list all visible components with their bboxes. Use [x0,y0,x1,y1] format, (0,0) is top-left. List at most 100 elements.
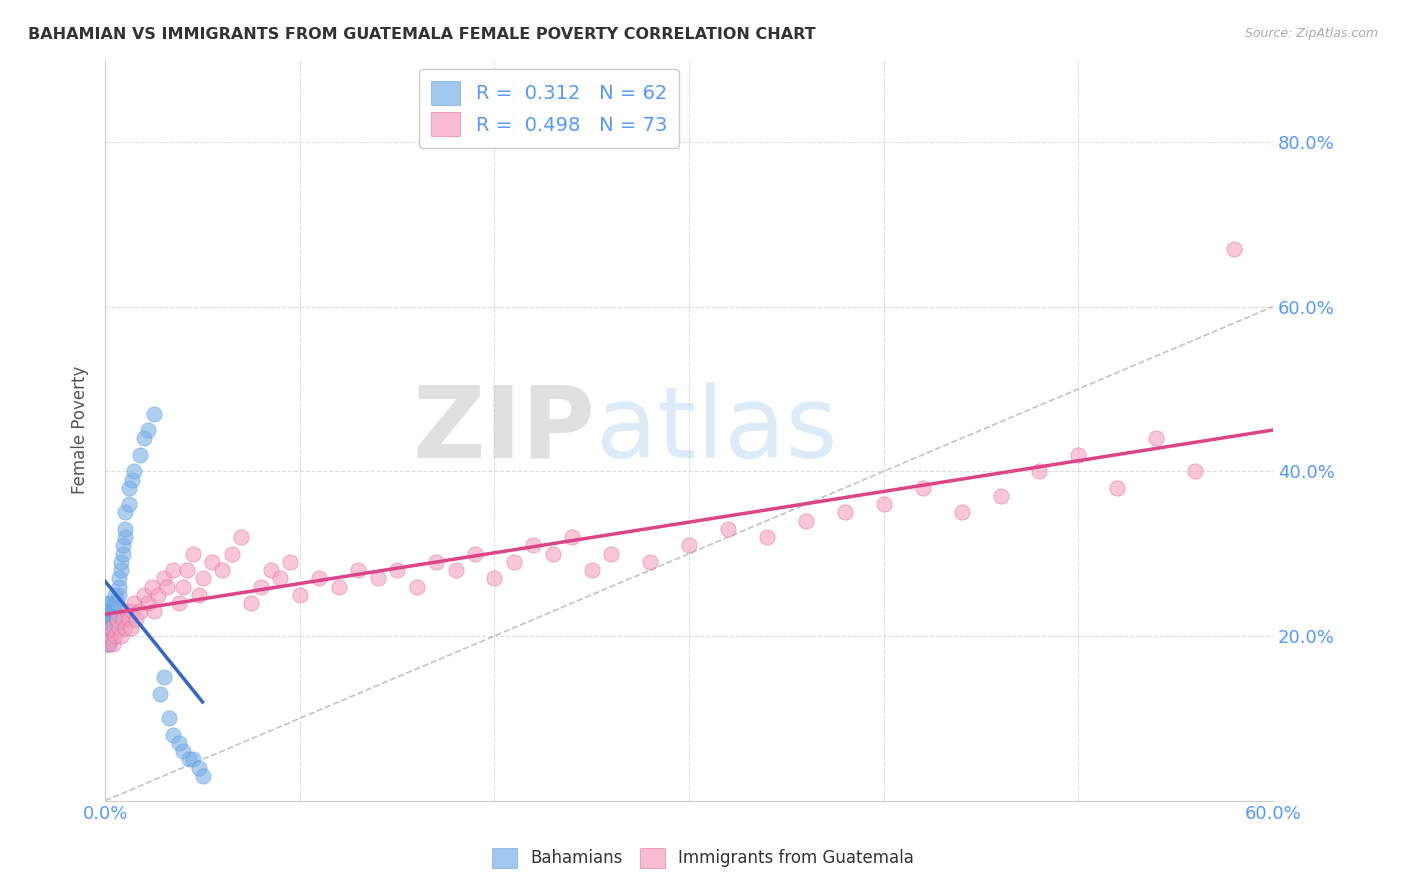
Point [1067,448,1090,462]
Point [308,571,330,585]
Point [129,448,152,462]
Point [108,571,131,585]
Point [110,629,132,643]
Point [101,612,124,626]
Point [191,571,214,585]
Text: atlas: atlas [596,382,838,479]
Point [950,505,973,519]
Point [136,596,159,610]
Point [104,612,127,626]
Point [129,604,152,618]
Point [367,571,389,585]
Point [98,629,121,643]
Point [98,637,121,651]
Point [167,596,190,610]
Point [98,621,121,635]
Point [96,596,118,610]
Point [181,752,204,766]
Point [503,555,526,569]
Point [114,522,136,536]
Point [105,604,128,618]
Point [834,505,856,519]
Point [117,497,139,511]
Point [172,744,194,758]
Point [187,761,209,775]
Point [105,612,128,626]
Point [96,621,118,635]
Point [172,580,194,594]
Point [108,588,131,602]
Point [110,563,132,577]
Point [96,637,118,651]
Point [278,555,301,569]
Point [98,629,121,643]
Point [104,604,127,618]
Point [120,621,142,635]
Text: ZIP: ZIP [413,382,596,479]
Point [100,604,122,618]
Point [98,621,121,635]
Point [159,711,181,725]
Point [347,563,370,577]
Point [105,612,128,626]
Point [152,670,174,684]
Point [221,547,243,561]
Point [108,621,131,635]
Point [98,604,121,618]
Point [114,621,136,635]
Point [142,407,165,421]
Point [100,621,122,635]
Point [187,588,209,602]
Point [96,612,118,626]
Point [146,588,169,602]
Point [176,563,198,577]
Point [114,530,136,544]
Point [191,769,214,783]
Point [1028,464,1050,478]
Point [104,596,127,610]
Point [1107,481,1129,495]
Point [288,588,311,602]
Point [101,621,124,635]
Point [142,604,165,618]
Point [755,530,778,544]
Point [124,596,146,610]
Point [484,571,506,585]
Point [522,538,544,552]
Point [541,547,564,561]
Point [98,612,121,626]
Point [100,629,122,643]
Legend: R =  0.312   N = 62, R =  0.498   N = 73: R = 0.312 N = 62, R = 0.498 N = 73 [419,70,679,148]
Point [600,547,623,561]
Point [100,612,122,626]
Point [114,505,136,519]
Point [152,571,174,585]
Point [101,604,124,618]
Point [111,538,134,552]
Point [181,547,204,561]
Point [156,580,179,594]
Point [117,481,139,495]
Point [1223,242,1246,256]
Point [96,612,118,626]
Point [162,728,184,742]
Point [250,580,273,594]
Point [98,629,121,643]
Point [211,563,233,577]
Point [581,563,603,577]
Point [98,612,121,626]
Point [104,629,127,643]
Point [121,604,143,618]
Point [108,580,131,594]
Point [405,580,427,594]
Point [177,752,200,766]
Point [328,580,350,594]
Point [141,580,163,594]
Point [464,547,486,561]
Point [990,489,1012,503]
Point [100,621,122,635]
Point [1144,431,1167,445]
Point [96,629,118,643]
Point [104,588,127,602]
Y-axis label: Female Poverty: Female Poverty [72,366,89,494]
